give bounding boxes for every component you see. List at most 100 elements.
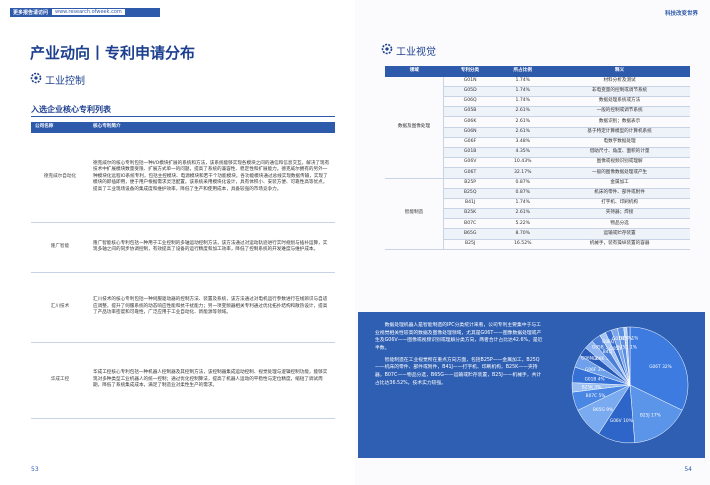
- slice-label: B25Q 1%: [617, 344, 637, 350]
- share: 2.61%: [496, 106, 550, 118]
- definition: 电数字数据处理: [549, 137, 690, 148]
- definition: 机床的零件、部件或附件: [549, 188, 690, 199]
- share: 1.74%: [496, 86, 550, 98]
- patent-class: B25J: [443, 239, 497, 250]
- slice-category: B25P: [619, 335, 630, 341]
- slice-category: G06T: [649, 363, 661, 369]
- column-header: 所占比例: [496, 66, 550, 77]
- share: 2.61%: [496, 127, 550, 138]
- section-title: 工业视觉: [396, 47, 436, 58]
- pie-slice: [626, 326, 631, 386]
- patent-class: G01B: [443, 147, 497, 159]
- patent-class: B07C: [443, 218, 497, 230]
- patent-class: G06T: [443, 167, 497, 179]
- slice-category: G01N: [612, 336, 624, 342]
- pie-slice: [629, 384, 683, 444]
- header-slogan: 科技改变世界: [664, 11, 698, 17]
- patent-summary: 华成工控核心专利包括一种机器人控制器及其控制方法，该控制器集成运动控制、视觉处理…: [89, 342, 335, 419]
- patent-class: B25K: [443, 208, 497, 220]
- company-table: 公司名称 核心专利简介 德克威尔自动化 德克威尔的核心专利包括一种I/O模块扩展的系统…: [31, 122, 335, 419]
- slice-category: G06F: [585, 367, 597, 373]
- page-title: 产业动向丨专利申请分布: [30, 44, 196, 62]
- slice-category: G06N: [581, 355, 593, 361]
- definition: 一般的控制或调节系统: [549, 106, 690, 118]
- slice-value: 1%: [632, 335, 639, 341]
- slice-category: G06V: [610, 417, 622, 423]
- table-row: B07C 5.22% 物品分选: [385, 218, 690, 230]
- slice-value: 9%: [606, 406, 613, 412]
- patent-class: B65G: [443, 228, 497, 240]
- patent-table: 领域 专利分类 所占比例 释义 数据及图像处理 G01N 1.74% 材料分析及测试 G05D 1…: [385, 66, 690, 250]
- definition: 数据处理系统或方法: [549, 96, 690, 108]
- company-name: 德克威尔自动化: [31, 132, 89, 223]
- definition: 非电变量的控制或调节系统: [549, 86, 690, 98]
- table-row: B25J 16.52% 机械手，装有操纵装置的容器: [385, 239, 690, 250]
- patent-class: G05B: [443, 106, 497, 118]
- slice-value: 4%: [598, 376, 605, 382]
- slice-label: G06F 3%: [585, 367, 605, 373]
- header-url: www.research.ofweek.com: [52, 9, 125, 15]
- rule: [31, 116, 335, 117]
- left-page: 更多报告请访问 www.research.ofweek.com 产业动向丨专利申…: [10, 8, 335, 473]
- table-row: G06T 32.17% 一般的图像数据处理或产生: [385, 167, 690, 179]
- table-title: 入选企业核心专利列表: [31, 105, 111, 114]
- company-name: 隆广智能: [31, 222, 89, 273]
- patent-class: B25P: [443, 178, 497, 189]
- slice-category: B65G: [593, 406, 605, 412]
- slice-value: 10%: [623, 417, 633, 423]
- slice-label: B25J 17%: [640, 412, 661, 418]
- page-number: 53: [31, 466, 39, 473]
- patent-class: G06N: [443, 127, 497, 138]
- company-name: 汇川技术: [31, 272, 89, 343]
- table-row: G06V 10.43% 图像或视频识别或理解: [385, 157, 690, 169]
- definition: 物品分选: [549, 218, 690, 230]
- pie-slice: [629, 326, 689, 411]
- column-header: 领域: [385, 66, 444, 77]
- patent-class: G06V: [443, 157, 497, 169]
- slice-label: B65G 9%: [593, 406, 613, 412]
- slice-value: 3%: [598, 367, 605, 373]
- share: 0.87%: [496, 188, 550, 199]
- share: 5.22%: [496, 218, 550, 230]
- slice-label: B07C 5%: [586, 393, 606, 399]
- field-name: 数据及图像处理: [385, 76, 444, 179]
- definition: 机械手，装有操纵装置的容器: [549, 239, 690, 250]
- definition: 打字机、印刷机构: [549, 198, 690, 210]
- table-row: G06K 2.61% 数据识别；数据表示: [385, 116, 690, 128]
- slice-label: B25P 1%: [619, 335, 638, 341]
- share: 1.74%: [496, 76, 550, 87]
- patent-summary: 德克威尔的核心专利包括一种I/O模块扩展的系统和方法，该系统能够实现各模块之间的…: [89, 132, 335, 223]
- right-page: 科技改变世界 工业视觉 领域 专利分类 所占比例 释义 数据及图像处理 G01N 1.74%…: [355, 0, 710, 485]
- table-row: 智能制造 B25P 0.87% 金属加工: [385, 178, 690, 250]
- definition: 数据识别；数据表示: [549, 116, 690, 128]
- share: 3.48%: [496, 137, 550, 148]
- slice-category: G06Q: [602, 338, 615, 344]
- share: 32.17%: [496, 167, 550, 179]
- patent-class: G06K: [443, 116, 497, 128]
- patent-class: G06F: [443, 137, 497, 148]
- definition: 借助尺寸、角度、面积的计量: [549, 147, 690, 159]
- patent-class: B41J: [443, 198, 497, 210]
- share: 8.70%: [496, 228, 550, 240]
- slice-category: G01B: [585, 376, 597, 382]
- table-row: G01B 4.35% 借助尺寸、角度、面积的计量: [385, 147, 690, 159]
- patent-class: B25Q: [443, 188, 497, 199]
- company-name: 华成工控: [31, 342, 89, 419]
- slice-category: G05B: [592, 344, 604, 350]
- slice-label: B25K 3%: [582, 384, 602, 390]
- table-row: 德克威尔自动化 德克威尔的核心专利包括一种I/O模块扩展的系统和方法，该系统能够实…: [31, 132, 335, 223]
- slice-category: B25K: [582, 384, 593, 390]
- patent-summary: 汇川技术的核心专利包括一种伺服驱动器的控制方法、装置及系统，该方法通过对电机运行…: [89, 272, 335, 343]
- slice-value: 5%: [599, 393, 606, 399]
- patent-class: G01N: [443, 76, 497, 87]
- slice-category: B25Q: [617, 344, 629, 350]
- section-title: 工业控制: [45, 76, 85, 87]
- column-header: 公司名称: [31, 122, 89, 133]
- table-row: G06Q 1.74% 数据处理系统或方法: [385, 96, 690, 108]
- slice-label: G01B 4%: [585, 376, 605, 382]
- definition: 夹持器；焊接: [549, 208, 690, 220]
- share: 0.87%: [496, 178, 550, 189]
- slice-category: G06K: [593, 355, 605, 361]
- share: 2.61%: [496, 208, 550, 220]
